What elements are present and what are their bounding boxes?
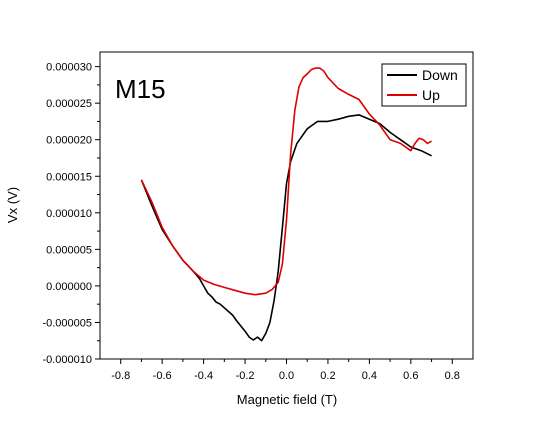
x-tick-label: 0.6 xyxy=(403,370,418,382)
x-tick-label: 0.2 xyxy=(320,370,335,382)
legend-label-down: Down xyxy=(422,67,458,83)
y-tick-label: 0.000005 xyxy=(46,244,92,256)
y-tick-label: -0.000010 xyxy=(42,354,92,366)
y-tick-label: -0.000005 xyxy=(42,317,92,329)
y-tick-label: 0.000015 xyxy=(46,171,92,183)
x-tick-label: 0.4 xyxy=(362,370,377,382)
x-tick-label: -0.2 xyxy=(236,370,255,382)
series-line-up xyxy=(140,67,432,296)
y-tick-label: 0.000025 xyxy=(46,98,92,110)
panel-label: M15 xyxy=(115,74,166,104)
x-tick-label: -0.6 xyxy=(153,370,172,382)
y-tick-label: 0.000000 xyxy=(46,281,92,293)
x-tick-label: 0.8 xyxy=(445,370,460,382)
series-layer xyxy=(140,67,432,342)
x-tick-label: -0.4 xyxy=(194,370,213,382)
y-tick-label: 0.000010 xyxy=(46,208,92,220)
x-tick-label: 0.0 xyxy=(279,370,294,382)
series-line-down xyxy=(140,114,432,342)
y-tick-label: 0.000030 xyxy=(46,62,92,74)
x-tick-label: -0.8 xyxy=(111,370,130,382)
y-tick-label: 0.000020 xyxy=(46,135,92,147)
legend: Down Up xyxy=(381,63,467,107)
axis-ticks: -0.8 -0.6 -0.4 -0.2 0.0 0.2 0.4 0.6 0.8 -0.000010… xyxy=(42,62,459,382)
legend-label-up: Up xyxy=(422,87,440,103)
y-axis-title: Vx (V) xyxy=(5,187,20,223)
legend-box xyxy=(381,63,467,107)
x-axis-title: Magnetic field (T) xyxy=(237,392,337,407)
